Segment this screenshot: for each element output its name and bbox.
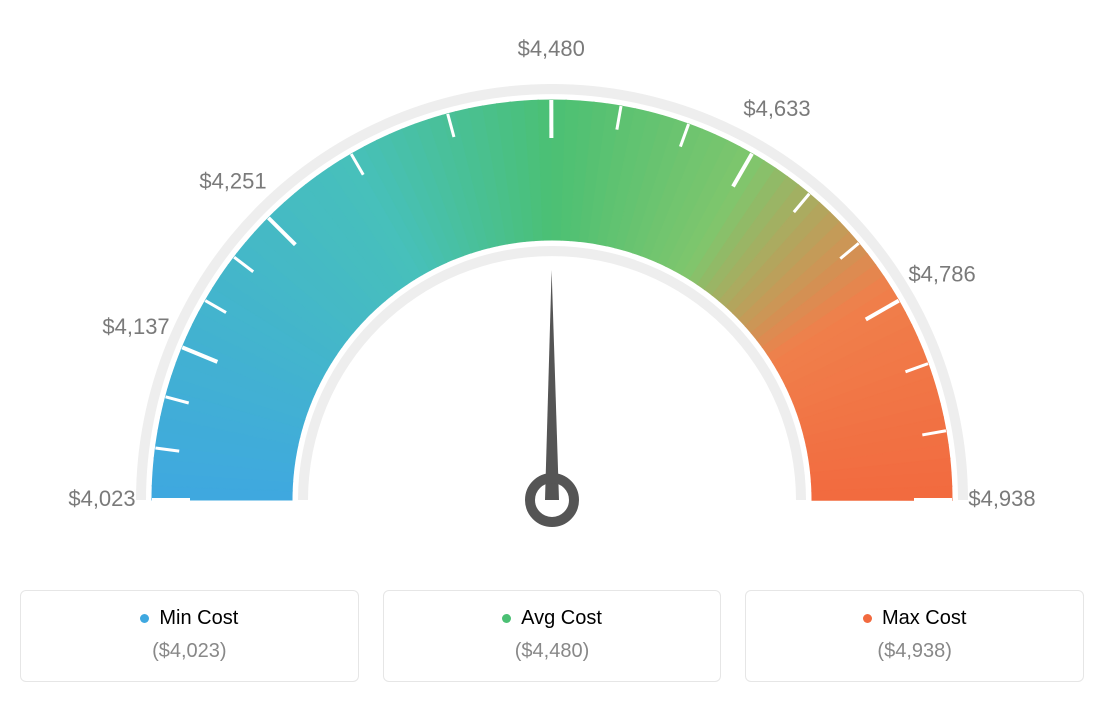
legend-row: Min Cost ($4,023) Avg Cost ($4,480) Max … (20, 590, 1084, 682)
legend-label-min: Min Cost (159, 607, 238, 630)
svg-text:$4,480: $4,480 (518, 36, 585, 61)
svg-text:$4,137: $4,137 (102, 314, 169, 339)
legend-dot-avg (502, 614, 511, 623)
svg-text:$4,938: $4,938 (968, 486, 1035, 511)
legend-card-avg: Avg Cost ($4,480) (383, 590, 722, 682)
svg-text:$4,251: $4,251 (199, 168, 266, 193)
svg-text:$4,786: $4,786 (908, 261, 975, 286)
legend-card-min: Min Cost ($4,023) (20, 590, 359, 682)
legend-dot-min (140, 614, 149, 623)
svg-text:$4,023: $4,023 (68, 486, 135, 511)
legend-card-max: Max Cost ($4,938) (745, 590, 1084, 682)
gauge-chart: $4,023 $4,137 $4,251 $4,480 $4,633 $4,786 $4,9… (20, 20, 1084, 580)
legend-dot-max (863, 614, 872, 623)
svg-text:$4,633: $4,633 (743, 96, 810, 121)
cost-gauge-widget: $4,023 $4,137 $4,251 $4,480 $4,633 $4,786 $4,9… (20, 20, 1084, 682)
legend-label-max: Max Cost (882, 607, 966, 630)
legend-value-max: ($4,938) (758, 640, 1071, 663)
legend-value-min: ($4,023) (33, 640, 346, 663)
legend-label-avg: Avg Cost (521, 607, 602, 630)
legend-value-avg: ($4,480) (396, 640, 709, 663)
